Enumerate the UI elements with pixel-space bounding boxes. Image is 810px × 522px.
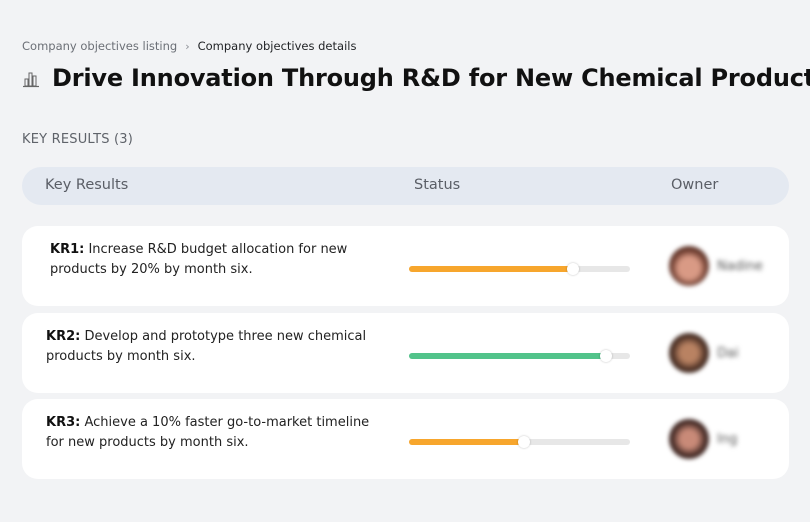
- key-result-row[interactable]: KR1: Increase R&D budget allocation for …: [22, 226, 789, 306]
- owner-name: Nadine: [717, 258, 763, 274]
- table-header: Key Results Status Owner: [22, 167, 789, 205]
- progress-knob: [566, 263, 579, 275]
- key-result-text: Achieve a 10% faster go-to-market timeli…: [46, 415, 370, 450]
- avatar: [669, 419, 709, 459]
- progress-bar: [409, 436, 630, 448]
- page-title: Drive Innovation Through R&D for New Che…: [52, 64, 810, 92]
- building-chart-icon: [22, 68, 42, 88]
- progress-bar: [409, 263, 630, 275]
- breadcrumb-link-objectives-listing[interactable]: Company objectives listing: [22, 39, 178, 53]
- owner[interactable]: Nadine: [669, 246, 763, 286]
- avatar: [669, 333, 709, 373]
- key-results-count-label: KEY RESULTS (3): [22, 132, 134, 147]
- progress-knob: [599, 350, 612, 362]
- chevron-right-icon: ›: [185, 39, 190, 53]
- key-result-text: Increase R&D budget allocation for new p…: [50, 242, 348, 277]
- key-result-text: Develop and prototype three new chemical…: [46, 329, 367, 364]
- key-result-row[interactable]: KR2: Develop and prototype three new che…: [22, 313, 789, 393]
- avatar: [669, 246, 709, 286]
- breadcrumb-current: Company objectives details: [197, 39, 357, 53]
- progress-knob: [517, 436, 530, 448]
- objective-header: Drive Innovation Through R&D for New Che…: [22, 64, 810, 92]
- column-header-status: Status: [414, 177, 461, 193]
- breadcrumb: Company objectives listing › Company obj…: [22, 39, 356, 53]
- key-result-description: KR2: Develop and prototype three new che…: [46, 327, 376, 367]
- progress-bar: [409, 350, 630, 362]
- progress-fill: [409, 439, 524, 445]
- key-result-row[interactable]: KR3: Achieve a 10% faster go-to-market t…: [22, 399, 789, 479]
- key-result-id: KR2:: [46, 329, 81, 344]
- owner-name: Dai: [717, 345, 739, 361]
- key-result-id: KR1:: [50, 242, 85, 257]
- owner-name: Ing: [717, 431, 738, 447]
- owner[interactable]: Ing: [669, 419, 737, 459]
- owner[interactable]: Dai: [669, 333, 739, 373]
- column-header-owner: Owner: [671, 177, 719, 193]
- progress-fill: [409, 353, 606, 359]
- key-result-id: KR3:: [46, 415, 81, 430]
- key-result-description: KR1: Increase R&D budget allocation for …: [50, 240, 380, 280]
- key-result-description: KR3: Achieve a 10% faster go-to-market t…: [46, 413, 376, 453]
- progress-fill: [409, 266, 573, 272]
- column-header-key-results: Key Results: [45, 177, 129, 193]
